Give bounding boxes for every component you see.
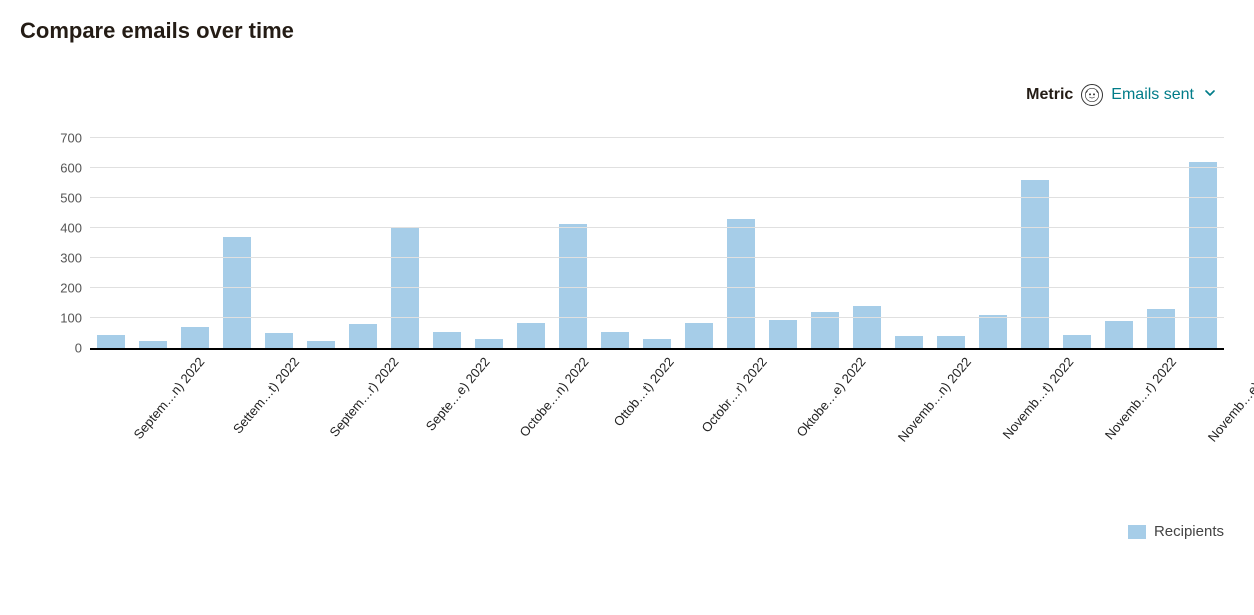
chart-bar[interactable]	[433, 332, 462, 349]
chart-bar[interactable]	[853, 306, 882, 348]
chart-bar[interactable]	[475, 339, 504, 348]
chart-bar[interactable]	[1021, 180, 1050, 348]
chart-bar[interactable]	[517, 323, 546, 349]
chart-xlabels: Septem…n) 2022Settem…t) 2022Septem…r) 20…	[90, 356, 1224, 373]
chart-xlabel: Novemb…t) 2022	[959, 356, 1061, 373]
chart-xlabel: Septem…n) 2022	[90, 356, 192, 373]
chart-bar[interactable]	[265, 333, 294, 348]
metric-select[interactable]: Emails sent	[1111, 85, 1218, 106]
metric-selector-row: Metric Emails sent	[20, 84, 1234, 106]
legend-label: Recipients	[1154, 523, 1224, 540]
chart-gridline	[90, 197, 1224, 198]
chart-gridline	[90, 167, 1224, 168]
chart-gridline	[90, 227, 1224, 228]
chart-bar[interactable]	[223, 237, 252, 348]
legend-swatch	[1128, 525, 1146, 539]
chart-legend: Recipients	[20, 523, 1234, 540]
chart-ytick: 700	[32, 131, 82, 146]
chart-bar[interactable]	[139, 341, 168, 349]
chart-bar[interactable]	[727, 219, 756, 348]
chart-bar[interactable]	[979, 315, 1008, 348]
chart-bar[interactable]	[1147, 309, 1176, 348]
chart-bar[interactable]	[601, 332, 630, 349]
chart-bar[interactable]	[643, 339, 672, 348]
metric-label: Metric	[1026, 86, 1073, 104]
mailchimp-icon	[1081, 84, 1103, 106]
chart-gridline	[90, 287, 1224, 288]
chart-bar[interactable]	[937, 336, 966, 348]
chart-xlabel: Novemb…n) 2022	[853, 356, 959, 373]
chart-bar[interactable]	[559, 224, 588, 349]
chart-gridline	[90, 137, 1224, 138]
chart-ytick: 200	[32, 281, 82, 296]
chart-bar[interactable]	[1189, 162, 1218, 348]
metric-select-value: Emails sent	[1111, 86, 1194, 104]
chart-ytick: 400	[32, 221, 82, 236]
chevron-down-icon	[1202, 85, 1218, 106]
chart-bar[interactable]	[181, 327, 210, 348]
chart-bar[interactable]	[895, 336, 924, 348]
chart-gridline	[90, 317, 1224, 318]
chart-gridline	[90, 257, 1224, 258]
chart-bar[interactable]	[307, 341, 336, 349]
chart-ytick: 100	[32, 311, 82, 326]
chart-ytick: 300	[32, 251, 82, 266]
chart: 0100200300400500600700 Septem…n) 2022Set…	[20, 140, 1234, 373]
chart-ytick: 500	[32, 191, 82, 206]
chart-bar[interactable]	[685, 323, 714, 349]
chart-bar[interactable]	[349, 324, 378, 348]
chart-bar[interactable]	[1105, 321, 1134, 348]
chart-plot: 0100200300400500600700	[90, 140, 1224, 350]
page-title: Compare emails over time	[20, 18, 1234, 44]
chart-bar[interactable]	[97, 335, 126, 349]
chart-bar[interactable]	[1063, 335, 1092, 349]
chart-ytick: 0	[32, 341, 82, 356]
chart-bar[interactable]	[769, 320, 798, 349]
chart-ytick: 600	[32, 161, 82, 176]
